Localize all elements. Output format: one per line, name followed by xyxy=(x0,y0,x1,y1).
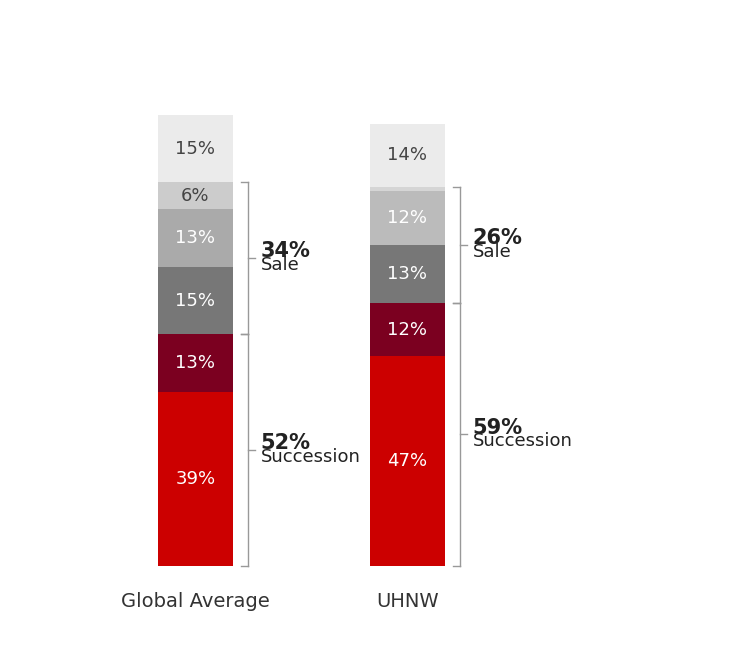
FancyBboxPatch shape xyxy=(370,357,445,566)
Text: 59%: 59% xyxy=(473,418,522,438)
Text: 39%: 39% xyxy=(175,470,216,488)
FancyBboxPatch shape xyxy=(158,115,233,182)
FancyBboxPatch shape xyxy=(370,244,445,302)
Text: Sale: Sale xyxy=(473,243,511,261)
Text: 26%: 26% xyxy=(473,228,522,248)
FancyBboxPatch shape xyxy=(370,302,445,357)
Text: 15%: 15% xyxy=(175,140,216,158)
Text: 12%: 12% xyxy=(387,320,427,339)
Text: 15%: 15% xyxy=(175,291,216,310)
Text: 13%: 13% xyxy=(175,229,216,247)
Text: 47%: 47% xyxy=(387,452,427,471)
Text: Succession: Succession xyxy=(473,432,573,451)
Text: Succession: Succession xyxy=(261,448,361,466)
Text: 12%: 12% xyxy=(387,209,427,227)
FancyBboxPatch shape xyxy=(370,191,445,244)
FancyBboxPatch shape xyxy=(158,334,233,392)
Text: 34%: 34% xyxy=(261,241,310,261)
FancyBboxPatch shape xyxy=(158,209,233,267)
Text: 14%: 14% xyxy=(387,146,427,164)
FancyBboxPatch shape xyxy=(158,267,233,334)
Text: 13%: 13% xyxy=(175,354,216,372)
Text: UHNW: UHNW xyxy=(376,592,439,611)
Text: 6%: 6% xyxy=(181,186,210,204)
FancyBboxPatch shape xyxy=(370,186,445,191)
Text: Sale: Sale xyxy=(261,256,299,274)
FancyBboxPatch shape xyxy=(158,182,233,209)
Text: 52%: 52% xyxy=(261,433,311,453)
Text: Global Average: Global Average xyxy=(121,592,270,611)
FancyBboxPatch shape xyxy=(158,392,233,566)
FancyBboxPatch shape xyxy=(370,124,445,186)
Text: 13%: 13% xyxy=(387,265,427,283)
